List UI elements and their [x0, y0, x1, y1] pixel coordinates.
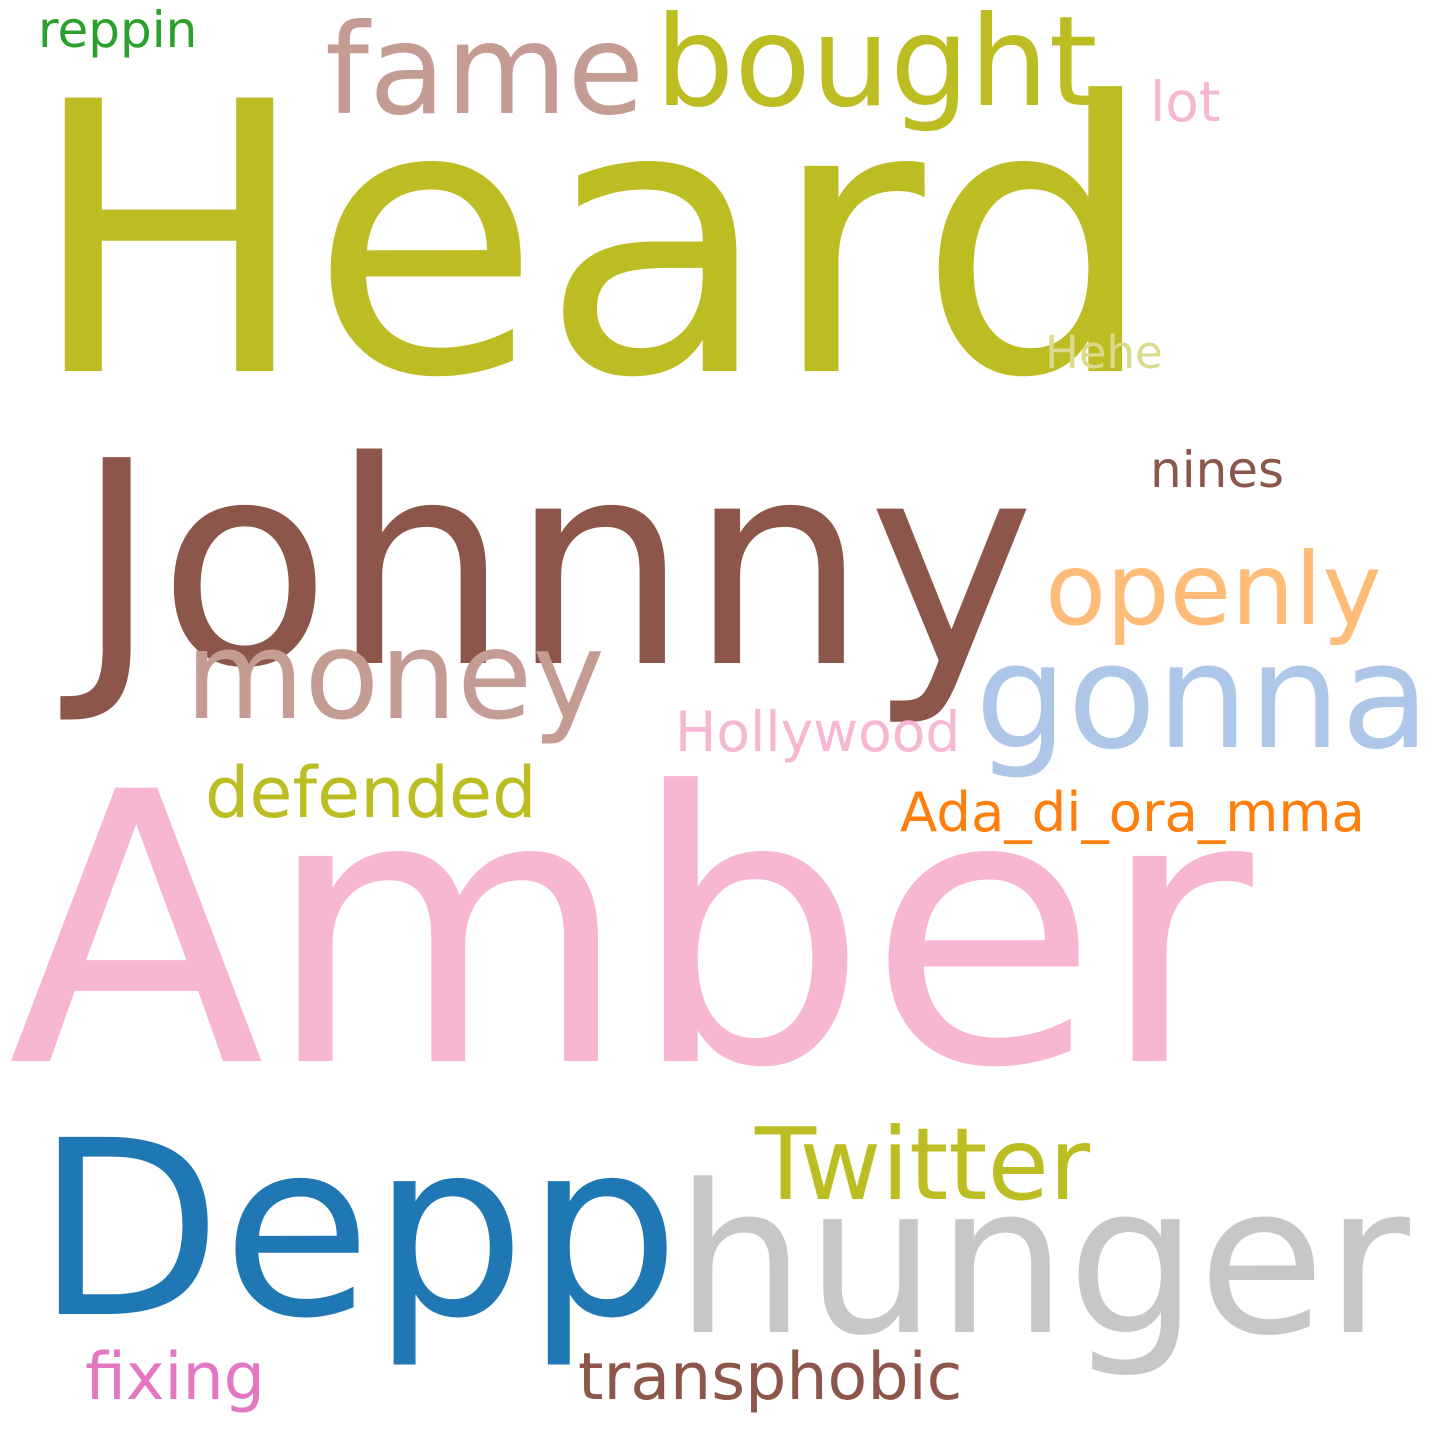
word-hollywood: Hollywood: [675, 700, 961, 764]
word-openly: openly: [1045, 531, 1382, 648]
word-depp: Depp: [35, 1089, 680, 1372]
word-johnny: Johnny: [75, 401, 1035, 730]
word-bought: bought: [655, 0, 1098, 135]
word-hehe: Hehe: [1045, 326, 1163, 379]
word-money: money: [185, 604, 605, 747]
word-ada-di-ora-mma: Ada_di_ora_mma: [900, 780, 1365, 844]
word-reppin: reppin: [38, 1, 198, 59]
word-lot: lot: [1150, 70, 1221, 134]
word-heard: Heard: [28, 24, 1157, 460]
word-fixing: fixing: [85, 1340, 265, 1415]
word-gonna: gonna: [975, 613, 1430, 782]
word-transphobic: transphobic: [578, 1340, 963, 1415]
word-nines: nines: [1150, 441, 1285, 499]
word-twitter: Twitter: [755, 1106, 1091, 1223]
word-amber: Amber: [8, 714, 1253, 1150]
word-defended: defended: [205, 752, 537, 834]
word-fame: fame: [325, 0, 645, 143]
word-hunger: hunger: [675, 1140, 1410, 1381]
